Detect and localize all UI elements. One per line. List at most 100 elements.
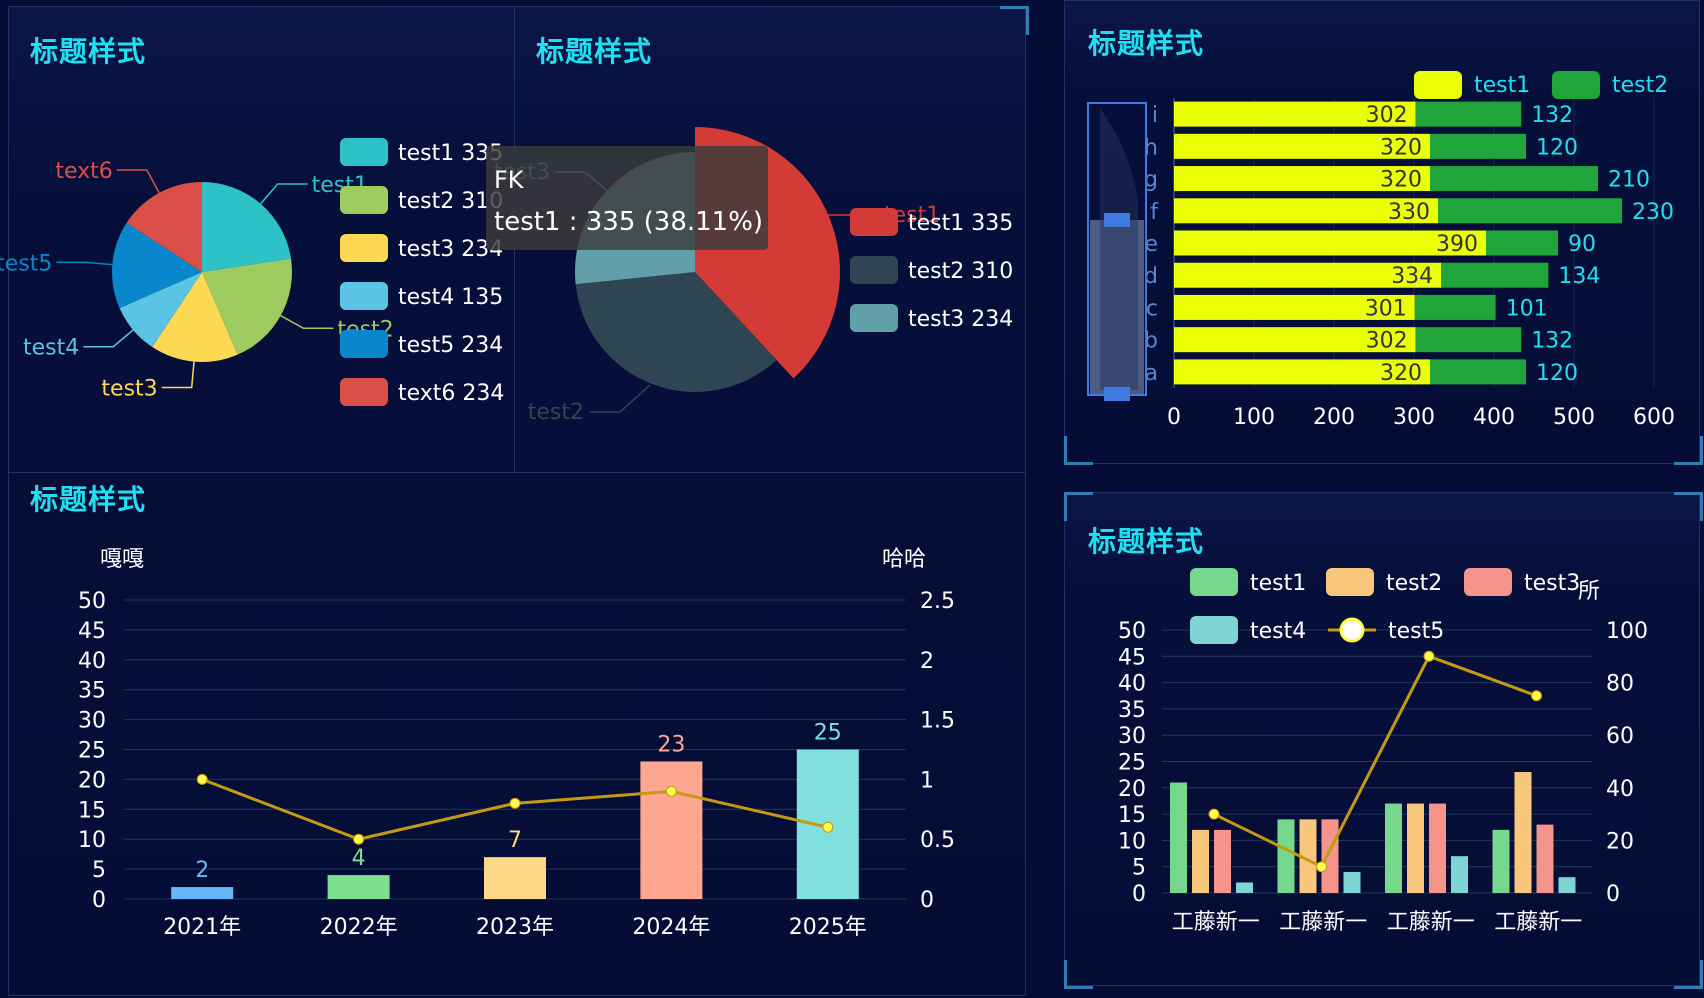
legend-swatch [340, 282, 388, 310]
line-point [1316, 861, 1327, 873]
bar [640, 761, 703, 899]
pie-slice-test3 [152, 272, 238, 362]
hbar-data-label: 390 [1436, 232, 1478, 257]
tooltip-title: FK [494, 166, 525, 194]
y-tick-right: 0 [920, 888, 934, 913]
pie-label-line [56, 261, 113, 266]
x-tick-label: 600 [1633, 405, 1675, 430]
hbar-segment-test1 [1174, 262, 1442, 288]
hbar-data-label: 120 [1536, 361, 1578, 386]
legend-swatch [1552, 71, 1600, 99]
hbar-segment-test2 [1415, 327, 1522, 353]
pie-slice-label: test5 [0, 251, 52, 276]
legend-swatch [1326, 568, 1374, 596]
legend-label: text6 234 [398, 381, 504, 406]
corner-decoration [1000, 6, 1029, 35]
hbar-data-label: 301 [1365, 296, 1407, 321]
hbar-data-label: 302 [1366, 329, 1408, 354]
hbar-segment-test1 [1174, 166, 1430, 192]
y-tick-right: 80 [1606, 672, 1634, 697]
legend-swatch [1414, 71, 1462, 99]
hbar-data-label: 90 [1568, 232, 1596, 257]
y-tick-left: 35 [78, 679, 106, 704]
pie-label-line [161, 361, 195, 389]
legend-label: test1 [1250, 571, 1306, 596]
bar [484, 857, 546, 899]
hbar-segment-test1 [1174, 359, 1430, 385]
hbar-data-label: 320 [1380, 135, 1422, 160]
legend-swatch [1190, 568, 1238, 596]
legend-swatch [340, 378, 388, 406]
pie-slice-text6 [126, 182, 202, 272]
hbar-data-label: 134 [1558, 264, 1600, 289]
datazoom-shadow [1100, 108, 1138, 390]
hbar-data-label: 230 [1632, 200, 1674, 225]
line-point [665, 785, 677, 797]
legend-label: test3 234 [908, 307, 1013, 332]
legend-label: test4 135 [398, 285, 503, 310]
x-tick-label: 2022年 [320, 915, 398, 940]
y-tick-label: e [1144, 232, 1158, 257]
pie-label-line [590, 384, 651, 413]
y-tick-left: 20 [1118, 777, 1146, 802]
legend-swatch [1339, 617, 1365, 643]
group-bar-test3 [1429, 803, 1446, 893]
x-tick-label: 400 [1473, 405, 1515, 430]
pie-slice-test1 [202, 182, 291, 272]
y-axis-label-left: 嘎嘎 [100, 547, 144, 572]
corner-decoration [1064, 492, 1093, 521]
group-bar-test4 [1343, 871, 1361, 893]
y-tick-right: 0.5 [920, 828, 955, 853]
y-tick-right: 1 [920, 768, 934, 793]
y-tick-left: 30 [1118, 724, 1146, 749]
legend-swatch [850, 208, 898, 236]
hbar-segment-test2 [1438, 198, 1622, 224]
pie-slice-test5 [111, 222, 202, 309]
hbar-data-label: 320 [1380, 361, 1422, 386]
line-point [1208, 808, 1220, 820]
x-tick-label: 2025年 [789, 915, 867, 940]
group-bar-test1 [1492, 829, 1510, 893]
hbar-segment-test2 [1430, 133, 1526, 159]
y-tick-left: 30 [78, 709, 106, 734]
legend-label: test1 335 [398, 141, 503, 166]
line-series [1213, 654, 1538, 869]
bar-data-label: 25 [814, 721, 842, 746]
hbar-segment-test2 [1441, 262, 1549, 288]
hbar-segment-test2 [1486, 230, 1558, 256]
bar-data-label: 4 [352, 846, 366, 871]
hbar-data-label: 330 [1388, 200, 1430, 225]
y-tick-right: 1.5 [920, 709, 955, 734]
group-bar-test1 [1277, 819, 1295, 893]
hbar-segment-test1 [1174, 230, 1486, 256]
corner-decoration [1064, 436, 1093, 465]
legend-swatch [850, 304, 898, 332]
line-point [196, 773, 208, 785]
line-point [1423, 650, 1435, 662]
line-point [1531, 690, 1542, 702]
bar [327, 875, 390, 899]
pie2-slice-test2 [575, 272, 777, 393]
bar-data-label: 7 [508, 828, 522, 853]
pie-label-line [116, 169, 160, 194]
group-bar-test2 [1407, 803, 1424, 893]
legend-label: test2 [1612, 73, 1668, 98]
y-tick-left: 10 [78, 828, 106, 853]
pie-slice-label: test4 [23, 336, 79, 361]
pie2-panel-title: 标题样式 [536, 35, 653, 68]
group-bar-test1 [1170, 782, 1187, 893]
hbar-panel-title: 标题样式 [1088, 27, 1205, 60]
y-tick-label: a [1145, 361, 1158, 386]
hbar-data-label: 101 [1506, 296, 1548, 321]
y-tick-right: 40 [1606, 777, 1634, 802]
pie-slice-test2 [202, 258, 292, 355]
group-panel-title: 标题样式 [1088, 525, 1205, 558]
y-tick-left: 45 [1118, 645, 1146, 670]
hbar-segment-test1 [1174, 133, 1430, 159]
y-tick-right: 20 [1606, 829, 1634, 854]
y-tick-right: 0 [1606, 882, 1620, 907]
hbar-data-label: 132 [1531, 103, 1573, 128]
datazoom-handle-bottom [1104, 387, 1130, 401]
pie-slice-label: test3 [101, 377, 157, 402]
